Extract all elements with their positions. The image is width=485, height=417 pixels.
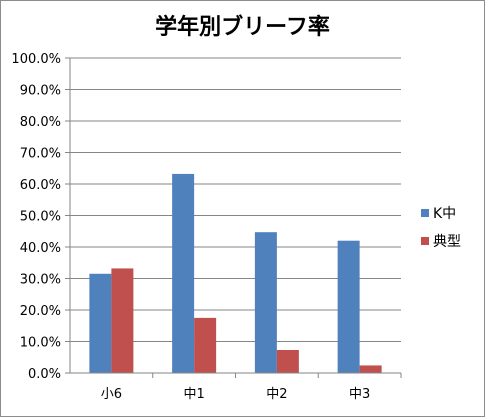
x-tick-label: 中1 [183,387,204,402]
chart-title: 学年別ブリーフ率 [155,15,330,40]
y-tick-label: 50.0% [20,210,61,225]
bar-典型-中3 [359,365,382,373]
bar-典型-中1 [194,317,217,373]
bar-K中-小6 [89,273,112,373]
y-tick-label: 20.0% [20,304,61,319]
y-tick-label: 10.0% [20,336,61,351]
y-tick-label: 40.0% [20,241,61,256]
bar-典型-小6 [111,268,134,373]
bars [89,173,382,373]
y-tick-label: 70.0% [20,147,61,162]
y-tick-label: 60.0% [20,178,61,193]
x-tick-label: 中2 [266,387,287,402]
axes [69,58,402,378]
x-tick-label: 小6 [101,387,122,402]
bar-K中-中1 [172,173,195,373]
x-tick-label: 中3 [349,387,370,402]
y-tick-label: 90.0% [20,84,61,99]
bar-K中-中2 [254,232,277,373]
y-tick-label: 80.0% [20,115,61,130]
bar-K中-中3 [337,240,360,373]
x-tick-labels: 小6 中1 中2 中3 [101,387,371,402]
y-tick-label: 30.0% [20,273,61,288]
y-tick-label: 100.0% [11,52,61,67]
legend-label: K中 [433,206,456,222]
bar-典型-中2 [276,350,299,373]
y-tick-labels: 0.0% 10.0% 20.0% 30.0% 40.0% 50.0% 60.0% 70.0% 8… [11,52,61,382]
legend-swatch [421,209,429,217]
legend-label: 典型 [433,234,461,250]
y-tick-label: 0.0% [28,367,61,382]
legend-swatch [421,237,429,245]
